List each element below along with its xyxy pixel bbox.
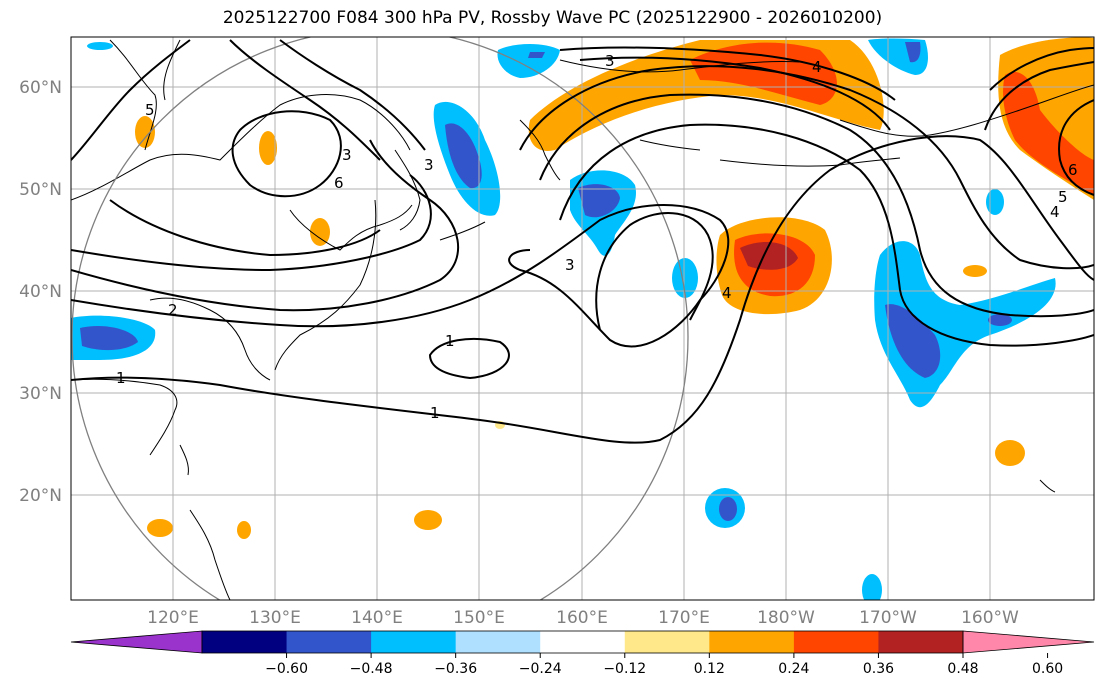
contour-label: 4 [722, 284, 732, 302]
contour-label: 1 [445, 332, 455, 350]
lat-label: 40°N [19, 282, 62, 302]
lat-label: 60°N [19, 78, 62, 98]
contour-label: 1 [430, 404, 440, 422]
contour-label: 5 [1058, 188, 1068, 206]
pv-contours [71, 39, 1094, 444]
colorbar-extend-high [962, 630, 1095, 654]
lon-label: 160°E [556, 608, 608, 628]
lat-label: 30°N [19, 384, 62, 404]
colorbar-swatch [286, 631, 372, 653]
map-title: 2025122700 F084 300 hPa PV, Rossby Wave … [222, 8, 883, 28]
colorbar-tick-label: 0.12 [694, 661, 725, 677]
contour-label: 3 [424, 156, 434, 174]
colorbar-tick-labels: −0.60 −0.48 −0.36 −0.24 −0.12 0.12 0.24 0.36 0.4… [265, 653, 1063, 677]
lon-label: 160°W [961, 608, 1019, 628]
colorbar-swatch [202, 631, 288, 653]
positive-anomaly-shading [135, 37, 1094, 539]
map-frame [70, 36, 1095, 601]
colorbar-tick-label: 0.48 [947, 661, 978, 677]
latitude-labels: 60°N 50°N 40°N 30°N 20°N [19, 78, 62, 506]
colorbar-tick-label: 0.60 [1032, 661, 1063, 677]
lon-label: 140°E [351, 608, 403, 628]
lon-label: 170°E [658, 608, 710, 628]
colorbar-swatch [624, 631, 710, 653]
contour-label: 6 [1068, 161, 1078, 179]
colorbar-tick-label: −0.48 [350, 661, 393, 677]
contour-label: 3 [565, 256, 575, 274]
lon-label: 120°E [147, 608, 199, 628]
contour-label: 3 [342, 146, 352, 164]
lat-label: 50°N [19, 180, 62, 200]
coastlines [71, 39, 1094, 600]
contour-label: 6 [334, 174, 344, 192]
negative-anomaly-shading [71, 38, 1056, 600]
colorbar-swatch [455, 631, 541, 653]
contour-label: 4 [812, 58, 822, 76]
colorbar [70, 630, 1095, 654]
composite-radius-circle [71, 37, 689, 600]
lon-label: 180°W [757, 608, 815, 628]
lon-label: 150°E [453, 608, 505, 628]
map-content [71, 37, 1094, 600]
lat-label: 20°N [19, 486, 62, 506]
contour-label: 1 [116, 369, 126, 387]
colorbar-swatch [793, 631, 879, 653]
colorbar-tick-label: 0.36 [863, 661, 894, 677]
colorbar-tick-label: 0.24 [778, 661, 809, 677]
contour-label: 3 [605, 52, 615, 70]
colorbar-swatch [371, 631, 457, 653]
contour-label: 5 [145, 101, 155, 119]
contour-labels: 1 1 1 2 3 3 3 3 4 4 4 5 5 6 6 [116, 52, 1078, 422]
colorbar-tick-label: −0.36 [434, 661, 477, 677]
lon-label: 170°W [859, 608, 917, 628]
colorbar-tick-label: −0.24 [519, 661, 562, 677]
colorbar-tick-label: −0.12 [603, 661, 646, 677]
contour-label: 2 [168, 301, 178, 319]
colorbar-extend-low [70, 630, 203, 654]
contour-label: 4 [1050, 203, 1060, 221]
longitude-labels: 120°E 130°E 140°E 150°E 160°E 170°E 180°… [147, 608, 1019, 628]
colorbar-swatch [540, 631, 626, 653]
colorbar-swatch [878, 631, 964, 653]
graticule [71, 37, 1094, 600]
lon-label: 130°E [249, 608, 301, 628]
colorbar-swatch [709, 631, 795, 653]
colorbar-outline [201, 630, 964, 654]
colorbar-tick-label: −0.60 [265, 661, 308, 677]
